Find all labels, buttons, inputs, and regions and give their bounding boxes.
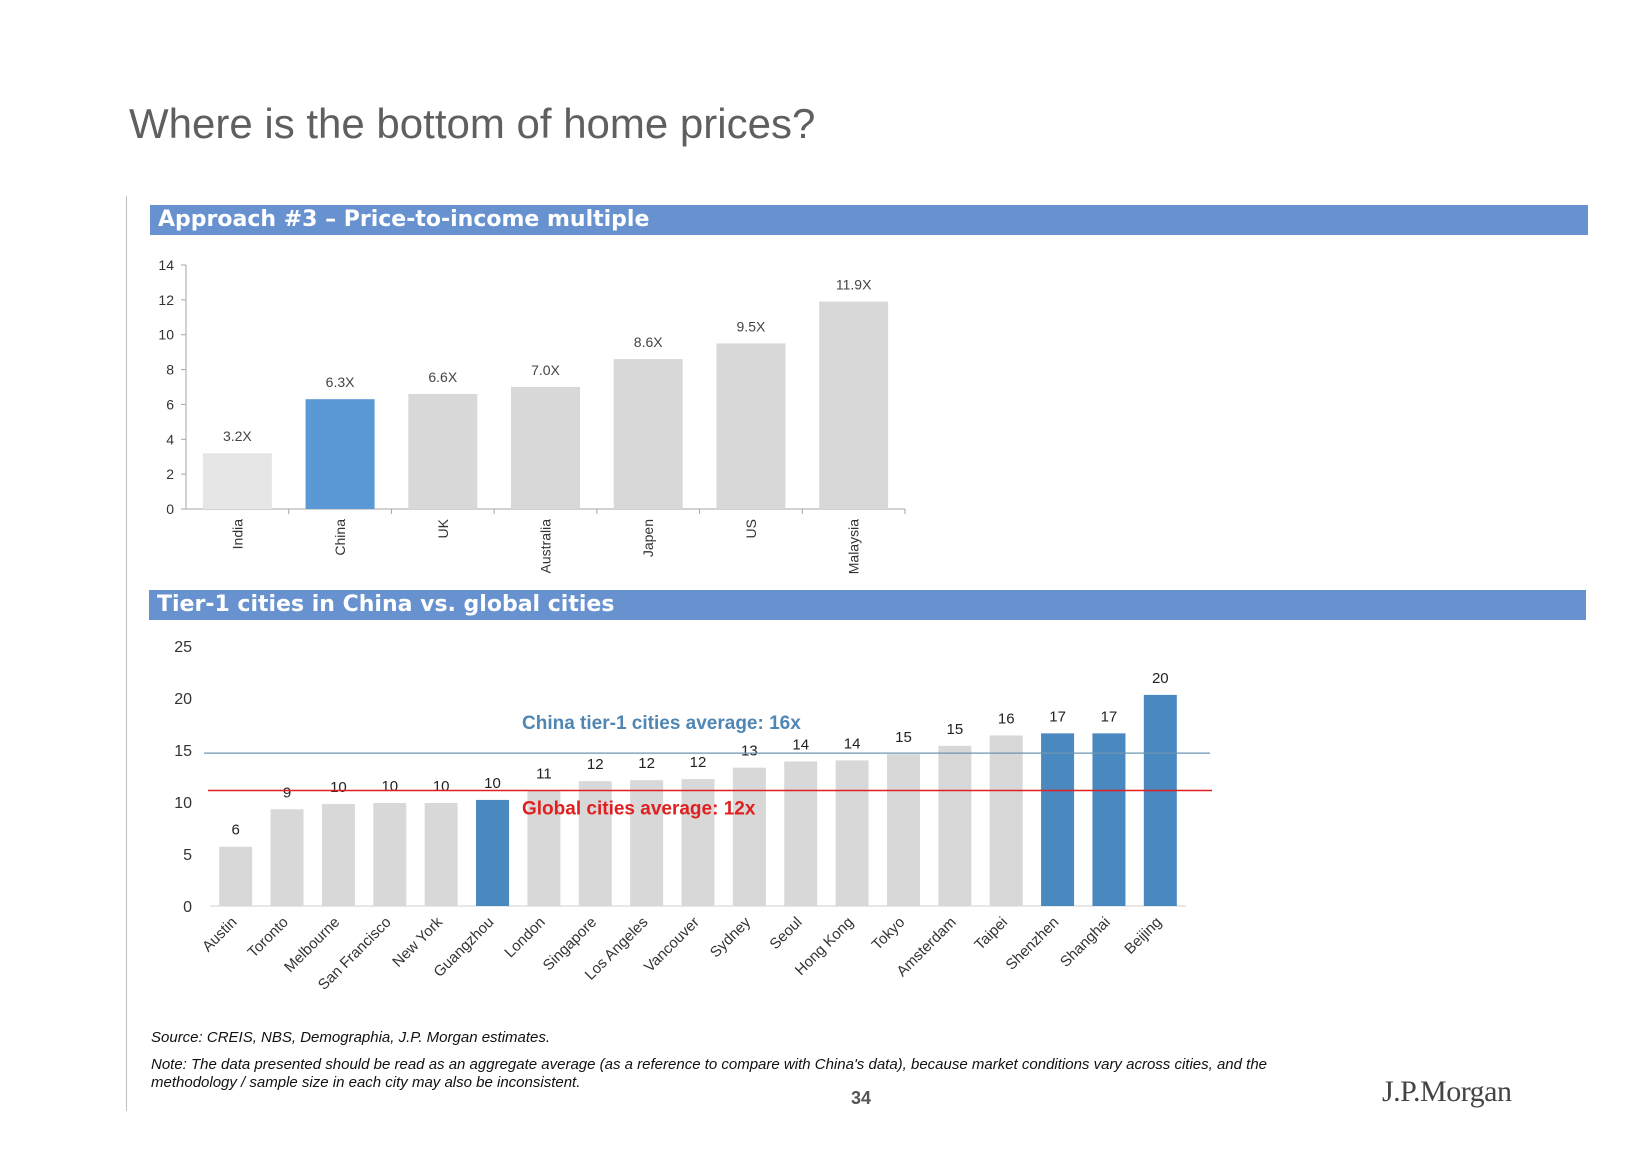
x-tick-label-malaysia: Malaysia [846,519,862,574]
bar-australia [511,387,580,509]
y-tick-label: 8 [166,362,174,378]
data-label-uk: 6.6X [428,369,457,385]
y-tick-label: 14 [158,257,174,273]
y-tick-label: 0 [183,899,192,916]
section-header-tier1-cities: Tier-1 cities in China vs. global cities [149,590,1586,620]
jpmorgan-logo: J.P.Morgan [1382,1075,1512,1108]
data-label-los-angeles: 12 [638,755,655,772]
bar-san-francisco [373,803,407,906]
data-label-us: 9.5X [737,318,766,334]
bar-tokyo [886,754,920,906]
y-tick-label: 12 [158,292,174,308]
bar-singapore [578,781,612,906]
page-number: 34 [851,1088,872,1108]
x-tick-label-sydney: Sydney [707,913,755,961]
y-tick-label: 2 [166,466,174,482]
data-label-amsterdam: 15 [946,721,963,738]
bar-guangzhou [476,799,510,906]
x-tick-label-beijing: Beijing [1121,914,1165,958]
data-label-seoul: 14 [792,736,809,753]
data-label-sydney: 13 [741,743,758,760]
bar-amsterdam [938,745,972,906]
x-tick-label-uk: UK [435,518,451,538]
data-label-tokyo: 15 [895,729,912,746]
data-label-shanghai: 17 [1101,708,1118,725]
data-label-japen: 8.6X [634,334,663,350]
data-label-china: 6.3X [326,374,355,390]
bar-new-york [424,803,458,906]
bar-china [305,399,375,509]
data-label-australia: 7.0X [531,362,560,378]
bar-us [716,343,786,509]
y-tick-label: 25 [174,639,192,656]
bar-india [202,453,272,509]
data-label-beijing: 20 [1152,670,1169,687]
x-tick-label-london: London [501,914,548,961]
data-label-shenzhen: 17 [1049,708,1066,725]
y-tick-label: 6 [166,396,174,412]
bar-austin [219,846,253,906]
page-title: Where is the bottom of home prices? [129,100,816,147]
section-header-price-to-income: Approach #3 – Price-to-income multiple [150,205,1588,235]
bar-japen [613,359,683,509]
bar-uk [408,393,478,509]
bar-beijing [1143,694,1177,906]
y-tick-label: 15 [174,743,192,760]
data-label-malaysia: 11.9X [836,277,872,293]
x-tick-label-tokyo: Tokyo [869,914,909,954]
data-label-london: 11 [536,766,552,783]
data-label-taipei: 16 [998,710,1015,727]
bar-malaysia [819,301,889,509]
x-tick-label-shenzhen: Shenzhen [1003,914,1063,974]
y-tick-label: 10 [158,327,174,343]
bar-toronto [270,809,304,906]
data-label-new-york: 10 [433,778,450,795]
data-label-vancouver: 12 [690,754,707,771]
x-tick-label-japen: Japen [640,519,656,557]
bar-melbourne [321,804,355,906]
data-label-hong-kong: 14 [844,735,861,752]
x-tick-label-shanghai: Shanghai [1057,914,1114,971]
x-tick-label-austin: Austin [199,914,241,956]
y-tick-label: 20 [174,691,192,708]
bar-hong-kong [835,760,869,906]
china-tier1-average-label: China tier-1 cities average: 16x [522,713,801,734]
disclaimer-note: Note: The data presented should be read … [151,1056,1268,1091]
bar-shanghai [1092,733,1126,906]
x-tick-label-australia: Australia [538,519,554,574]
y-tick-label: 4 [166,431,174,447]
x-tick-label-taipei: Taipei [971,914,1011,954]
data-label-toronto: 9 [283,784,291,801]
bar-taipei [989,735,1023,906]
x-tick-label-us: US [743,519,759,538]
bar-seoul [784,761,818,906]
y-tick-label: 0 [166,501,174,517]
data-label-india: 3.2X [223,428,252,444]
bar-shenzhen [1041,733,1075,906]
x-tick-label-seoul: Seoul [766,914,805,953]
y-tick-label: 10 [174,795,192,812]
x-tick-label-vancouver: Vancouver [641,914,703,976]
x-tick-label-india: India [229,519,245,550]
y-tick-label: 5 [183,847,192,864]
source-note: Source: CREIS, NBS, Demographia, J.P. Mo… [151,1029,551,1046]
left-divider [126,196,127,1111]
x-tick-label-toronto: Toronto [244,914,291,961]
bar-london [527,790,561,906]
bar-los-angeles [630,780,664,906]
data-label-san-francisco: 10 [381,778,398,795]
global-average-label: Global cities average: 12x [522,799,756,820]
bar-sydney [732,767,766,906]
x-tick-label-china: China [332,519,348,556]
data-label-austin: 6 [232,822,240,839]
bar-vancouver [681,779,715,906]
data-label-guangzhou: 10 [484,775,501,792]
data-label-singapore: 12 [587,756,604,773]
data-label-melbourne: 10 [330,779,347,796]
